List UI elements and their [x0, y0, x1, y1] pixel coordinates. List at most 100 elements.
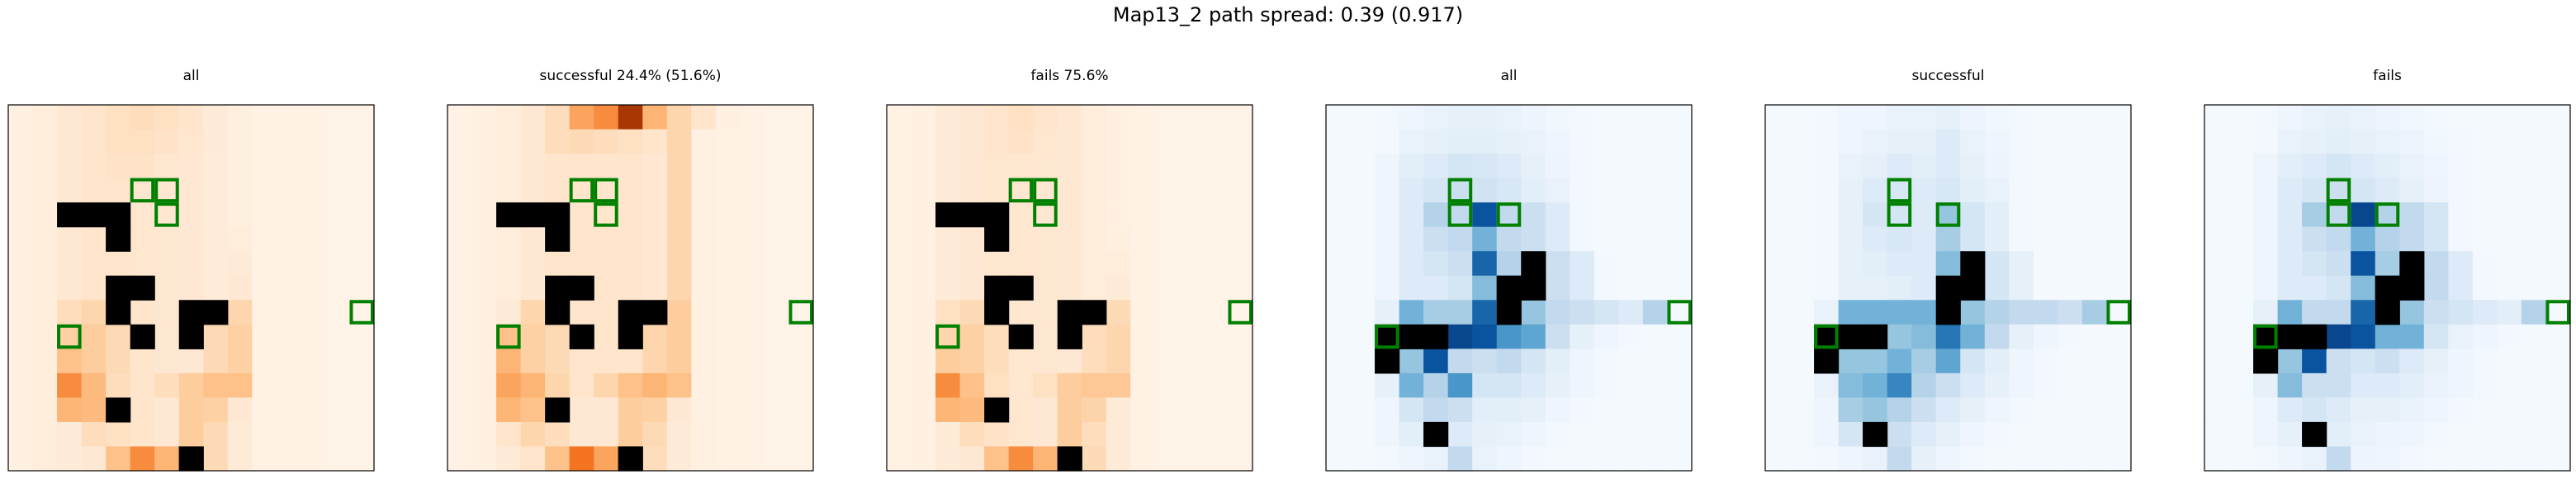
heatmap-cell	[2497, 422, 2522, 447]
heatmap-cell	[2522, 373, 2546, 398]
heatmap-cell	[2448, 227, 2473, 252]
heatmap-cell	[618, 227, 643, 252]
heatmap-cell	[1472, 130, 1497, 154]
heatmap-cell	[2034, 202, 2058, 227]
heatmap-cell	[2253, 373, 2278, 398]
heatmap-cell	[2302, 178, 2327, 203]
heatmap-cell	[1814, 130, 1839, 154]
heatmap-cell	[349, 105, 374, 130]
heatmap-cell	[1960, 325, 1985, 349]
heatmap-cell	[2522, 105, 2546, 130]
wall-cell	[618, 300, 643, 325]
heatmap-cell	[960, 154, 985, 178]
heatmap-cell	[521, 178, 546, 203]
heatmap-cell	[2082, 300, 2107, 325]
heatmap-cell	[788, 397, 813, 422]
heatmap-cell	[33, 130, 58, 154]
heatmap-cell	[2497, 130, 2522, 154]
heatmap-cell	[521, 397, 546, 422]
heatmap-cell	[57, 105, 82, 130]
wall-cell	[1423, 325, 1448, 349]
heatmap-cell	[1351, 130, 1376, 154]
heatmap-cell	[1887, 276, 1912, 301]
heatmap-cell	[2009, 446, 2034, 471]
heatmap-cell	[1570, 422, 1594, 447]
heatmap-cell	[1082, 227, 1106, 252]
heatmap-cell	[912, 276, 936, 301]
heatmap-cell	[1130, 276, 1155, 301]
heatmap-cell	[252, 202, 277, 227]
heatmap-cell	[545, 446, 570, 471]
heatmap-cell	[1546, 276, 1570, 301]
heatmap-cell	[349, 227, 374, 252]
heatmap-cell	[1228, 105, 1252, 130]
heatmap-cell	[1033, 130, 1058, 154]
heatmap-cell	[912, 178, 936, 203]
heatmap-cell	[1204, 251, 1229, 276]
heatmap-cell	[1155, 105, 1180, 130]
heatmap-cell	[1375, 446, 1399, 471]
heatmap-cell	[252, 300, 277, 325]
wall-cell	[618, 325, 643, 349]
heatmap-cell	[887, 446, 912, 471]
heatmap-cell	[33, 276, 58, 301]
heatmap-cell	[1643, 251, 1668, 276]
heatmap-cell	[1790, 325, 1815, 349]
heatmap-cell	[252, 325, 277, 349]
heatmap-cell	[2497, 446, 2522, 471]
heatmap-cell	[154, 325, 179, 349]
heatmap-cell	[179, 130, 204, 154]
heatmap-cell	[472, 130, 497, 154]
wall-cell	[1960, 276, 1985, 301]
heatmap-cell	[2375, 325, 2400, 349]
heatmap-cell	[1448, 373, 1473, 398]
heatmap-cell	[349, 251, 374, 276]
heatmap-cell	[1570, 202, 1594, 227]
heatmap-cell	[642, 251, 667, 276]
heatmap-cell	[1155, 300, 1180, 325]
heatmap-cell	[2253, 105, 2278, 130]
heatmap-cell	[984, 178, 1009, 203]
heatmap-cell	[691, 397, 716, 422]
heatmap-cell	[2057, 178, 2082, 203]
heatmap-cell	[667, 130, 692, 154]
heatmap-cell	[1399, 422, 1424, 447]
heatmap-cell	[2229, 227, 2254, 252]
heatmap-cell	[2424, 349, 2449, 373]
wall-cell	[203, 300, 228, 325]
heatmap-cell	[2545, 130, 2570, 154]
heatmap-cell	[570, 300, 594, 325]
heatmap-cell	[1472, 178, 1497, 203]
heatmap-cell	[1765, 130, 1790, 154]
heatmap-cell	[1448, 130, 1473, 154]
heatmap-cell	[1082, 349, 1106, 373]
heatmap-cell	[2034, 130, 2058, 154]
heatmap-cell	[740, 130, 765, 154]
heatmap-cell	[1106, 349, 1131, 373]
heatmap-cell	[740, 154, 765, 178]
heatmap-cell	[2497, 349, 2522, 373]
heatmap-cell	[1058, 154, 1082, 178]
heatmap-cell	[447, 105, 472, 130]
heatmap-cell	[2009, 105, 2034, 130]
heatmap-cell	[667, 178, 692, 203]
heatmap-cell	[82, 325, 107, 349]
heatmap-cell	[1521, 202, 1546, 227]
wall-cell	[179, 325, 204, 349]
heatmap-cell	[1594, 227, 1619, 252]
heatmap-cell	[33, 397, 58, 422]
heatmap-cell	[1936, 227, 1961, 252]
heatmap-cell	[33, 251, 58, 276]
heatmap-cell	[521, 105, 546, 130]
heatmap-cell	[1009, 251, 1034, 276]
heatmap-cell	[2545, 202, 2570, 227]
heatmap-cell	[1618, 397, 1643, 422]
heatmap-cell	[1594, 178, 1619, 203]
heatmap-cell	[1130, 178, 1155, 203]
wall-cell	[570, 276, 594, 301]
heatmap-cell	[2327, 373, 2351, 398]
heatmap-cell	[301, 105, 325, 130]
heatmap-cell	[2278, 397, 2303, 422]
heatmap-cell	[2522, 178, 2546, 203]
heatmap-cell	[2082, 325, 2107, 349]
